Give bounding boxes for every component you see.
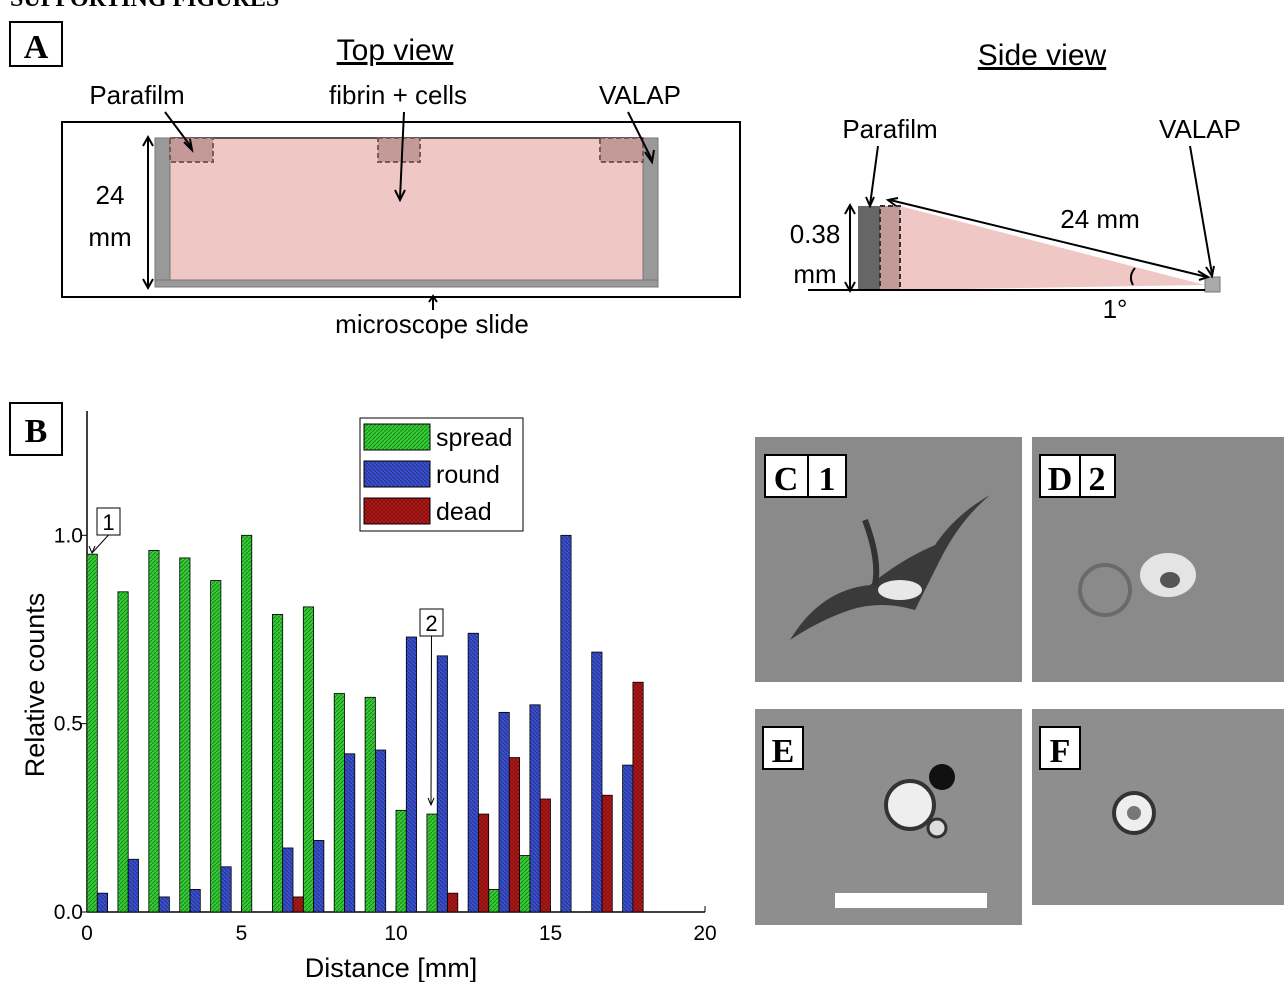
panel-label: F — [1050, 733, 1071, 770]
bar — [345, 754, 355, 912]
height-value: 0.38 — [790, 219, 841, 249]
valap-left — [155, 138, 170, 287]
bar — [520, 855, 530, 912]
bar — [221, 867, 231, 912]
bar — [396, 810, 406, 912]
valap-side — [858, 206, 880, 290]
valap-square — [1205, 277, 1220, 292]
bar — [530, 705, 540, 912]
header-title: SUPPORTING FIGURES — [10, 0, 279, 12]
chart: 0.0 0.5 1.0 0 5 10 15 20 Distance [mm] Relative c… — [20, 411, 717, 982]
x-tick-label: 20 — [693, 922, 716, 945]
annotation-arrowhead — [89, 546, 95, 553]
panel-label: C — [774, 461, 799, 498]
bar — [97, 893, 107, 912]
legend-label: round — [436, 461, 500, 489]
bar — [303, 607, 313, 912]
bar — [406, 637, 416, 912]
legend-swatch — [364, 498, 430, 524]
bar — [211, 581, 221, 912]
legend-label: dead — [436, 498, 492, 526]
bar — [540, 799, 550, 912]
bar — [283, 848, 293, 912]
bar — [375, 750, 385, 912]
y-tick-label: 1.0 — [54, 524, 83, 547]
panel-label: E — [772, 733, 795, 770]
bar — [87, 554, 97, 912]
bar — [499, 712, 509, 912]
bar — [478, 814, 488, 912]
bar — [118, 592, 128, 912]
annotation-arrow — [431, 636, 432, 805]
bar — [180, 558, 190, 912]
bar — [149, 550, 159, 912]
x-tick-label: 5 — [236, 922, 248, 945]
parafilm-label: Parafilm — [89, 80, 184, 110]
angle-label: 1° — [1103, 294, 1128, 324]
bar — [489, 889, 499, 912]
bar — [623, 765, 633, 912]
panel-label: A — [24, 29, 49, 66]
x-tick-label: 15 — [539, 922, 562, 945]
figure: SUPPORTING FIGURES A Top view Parafilm f… — [0, 0, 1284, 982]
bar — [602, 795, 612, 912]
legend-swatch — [364, 461, 430, 487]
side-view-title: Side view — [978, 39, 1107, 72]
x-tick-label: 0 — [81, 922, 93, 945]
y-tick-label: 0.0 — [54, 901, 83, 924]
panel-label: B — [25, 413, 48, 450]
bar — [561, 535, 571, 912]
bar — [242, 535, 252, 912]
bar — [128, 859, 138, 912]
bar — [448, 893, 458, 912]
coverslip-edge — [155, 280, 658, 287]
x-tick-label: 10 — [384, 922, 407, 945]
panel-label: D — [1048, 461, 1073, 498]
bar — [509, 758, 519, 912]
annotation-label: 1 — [102, 510, 114, 535]
parafilm-side — [880, 206, 900, 290]
bar — [272, 614, 282, 912]
wedge — [900, 206, 1205, 290]
height-unit: mm — [793, 259, 836, 289]
slide-label: microscope slide — [335, 309, 529, 339]
panel-number: 1 — [819, 461, 836, 498]
valap-label: VALAP — [599, 80, 681, 110]
bar — [633, 682, 643, 912]
bar — [592, 652, 602, 912]
y-tick-label: 0.5 — [54, 713, 83, 736]
length-label: 24 mm — [1060, 204, 1139, 234]
bar — [468, 633, 478, 912]
fibrin-label: fibrin + cells — [329, 80, 467, 110]
legend-label: spread — [436, 424, 512, 452]
bar — [293, 897, 303, 912]
valap-label: VALAP — [1159, 114, 1241, 144]
bar — [159, 897, 169, 912]
annotation-arrow — [92, 535, 109, 553]
legend-swatch — [364, 424, 430, 450]
bar — [190, 889, 200, 912]
width-unit: mm — [88, 222, 131, 252]
panel-number: 2 — [1089, 461, 1106, 498]
bar — [427, 814, 437, 912]
bar — [365, 697, 375, 912]
bar — [334, 694, 344, 912]
parafilm-label: Parafilm — [842, 114, 937, 144]
bar — [314, 840, 324, 912]
y-axis-label: Relative counts — [20, 593, 50, 778]
x-axis-label: Distance [mm] — [305, 953, 478, 982]
top-view-title: Top view — [337, 34, 454, 67]
annotation-label: 2 — [425, 611, 437, 636]
bar — [437, 656, 447, 912]
width-value: 24 — [96, 180, 125, 210]
